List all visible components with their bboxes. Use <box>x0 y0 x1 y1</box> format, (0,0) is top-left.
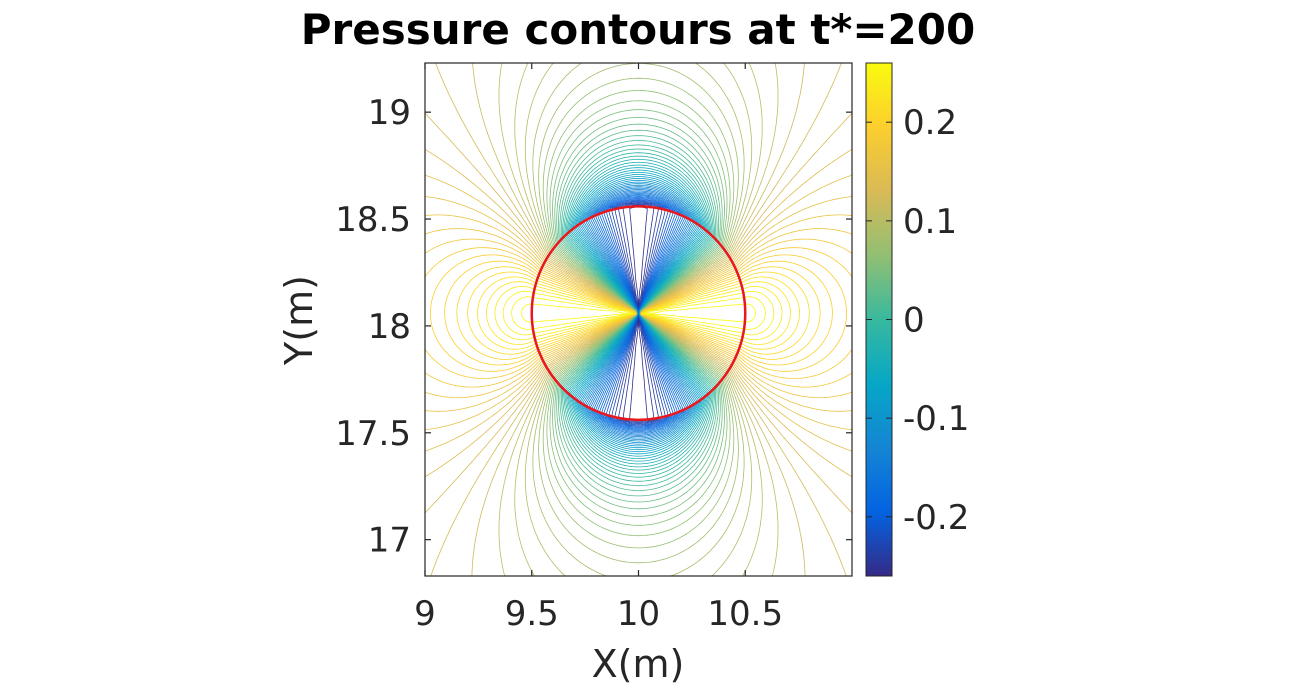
contour-level-line <box>425 247 852 379</box>
x-tick-label: 10 <box>617 594 660 634</box>
x-tick-label: 9 <box>414 594 436 634</box>
contour-level-line <box>502 290 775 336</box>
x-tick-label: 9.5 <box>505 594 559 634</box>
contour-level-line <box>549 100 728 526</box>
y-tick-label: 19 <box>368 93 411 133</box>
colorbar-ticks: -0.2 -0.1 0 0.1 0.2 <box>866 103 969 538</box>
contour-level-line <box>552 109 725 517</box>
x-axis-ticks: 9 9.5 10 10.5 <box>414 63 783 634</box>
contour-level-line <box>521 303 756 323</box>
colorbar-tick-label: -0.2 <box>903 498 969 538</box>
contour-level-line <box>524 63 753 576</box>
contour-level-line <box>425 238 852 388</box>
y-axis-ticks: 17 17.5 18 18.5 19 <box>335 93 852 561</box>
contour-level-line <box>430 63 847 576</box>
contour-level-line <box>425 196 852 431</box>
contour-level-line <box>554 117 723 510</box>
contour-level-line <box>498 63 779 576</box>
colorbar-tick-label: 0.2 <box>903 103 957 143</box>
colorbar-tick-label: -0.1 <box>903 399 969 439</box>
y-tick-label: 18 <box>368 307 411 347</box>
contour-level-line <box>477 276 800 350</box>
contour-level-line <box>444 260 833 366</box>
contour-level-line <box>425 228 852 398</box>
contour-level-line <box>425 214 852 412</box>
contour-level-line <box>486 281 791 345</box>
contour-level-line <box>514 63 763 576</box>
pressure-contour-lines <box>425 63 852 576</box>
y-axis-label: Y(m) <box>277 275 321 366</box>
contour-level-line <box>603 199 674 427</box>
contour-level-line <box>614 203 663 424</box>
colorbar-tick-label: 0.1 <box>903 202 957 242</box>
chart-title: Pressure contours at t*=200 <box>301 5 975 54</box>
cylinder-outline <box>530 205 747 422</box>
y-tick-label: 18.5 <box>335 200 411 240</box>
x-tick-label: 10.5 <box>707 594 783 634</box>
contour-level-line <box>546 90 731 537</box>
contour-level-line <box>456 266 821 360</box>
contour-level-line <box>425 112 852 514</box>
x-axis-label: X(m) <box>592 642 685 686</box>
contour-level-line <box>542 77 735 549</box>
y-tick-label: 17 <box>368 521 411 561</box>
y-tick-label: 17.5 <box>335 414 411 454</box>
colorbar-tick-label: 0 <box>903 301 925 341</box>
